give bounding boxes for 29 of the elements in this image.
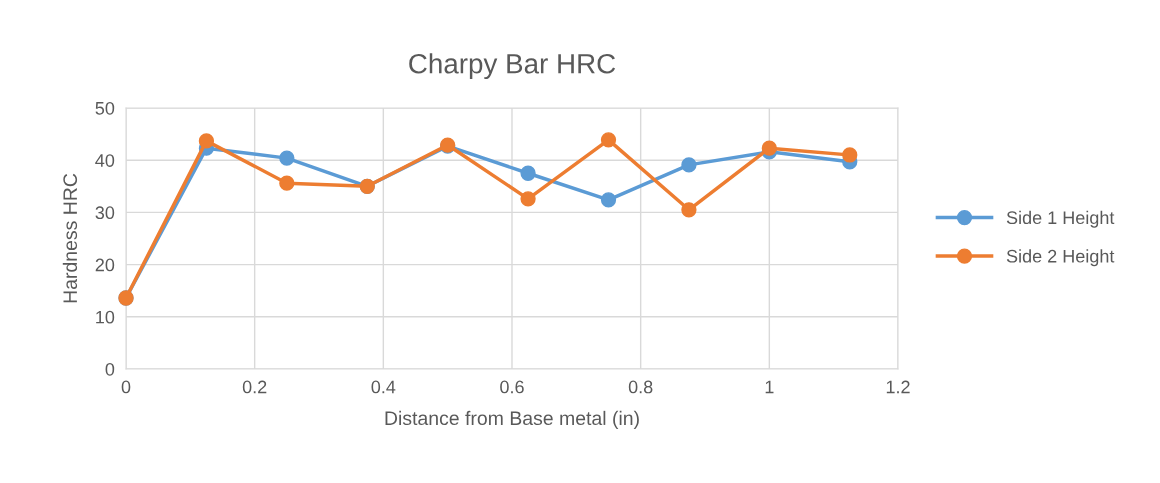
legend-label: Side 2 Height <box>1006 249 1115 267</box>
legend-label: Side 1 Height <box>1006 210 1115 228</box>
x-tick-label: 0 <box>121 380 131 394</box>
point <box>279 175 295 191</box>
y-tick-label: 20 <box>95 258 115 272</box>
x-tick-label: 0.4 <box>371 380 396 394</box>
point <box>600 192 617 208</box>
x-tick-label: 0.8 <box>628 380 653 394</box>
point <box>520 191 536 207</box>
y-tick-label: 10 <box>96 310 115 324</box>
point <box>600 132 617 148</box>
chart-title: Charpy Bar HRC <box>409 53 616 80</box>
x-axis-title: Distance from Base metal (in) <box>385 410 639 429</box>
point <box>681 157 697 173</box>
point <box>198 133 215 149</box>
point <box>761 140 777 156</box>
point <box>279 150 295 166</box>
x-tick-label: 0.2 <box>242 380 267 394</box>
x-tick-label: 1 <box>765 380 774 394</box>
y-tick-label: 0 <box>105 362 115 376</box>
y-tick-label: 40 <box>95 154 115 167</box>
y-axis-title: Hardness HRC <box>62 173 78 303</box>
x-tick-label: 0.6 <box>500 380 524 394</box>
y-tick-label: 30 <box>95 206 115 220</box>
y-tick-label: 50 <box>95 101 115 115</box>
x-tick-label: 1.2 <box>886 380 910 394</box>
point <box>842 147 858 163</box>
point <box>520 165 536 181</box>
point <box>681 202 697 218</box>
